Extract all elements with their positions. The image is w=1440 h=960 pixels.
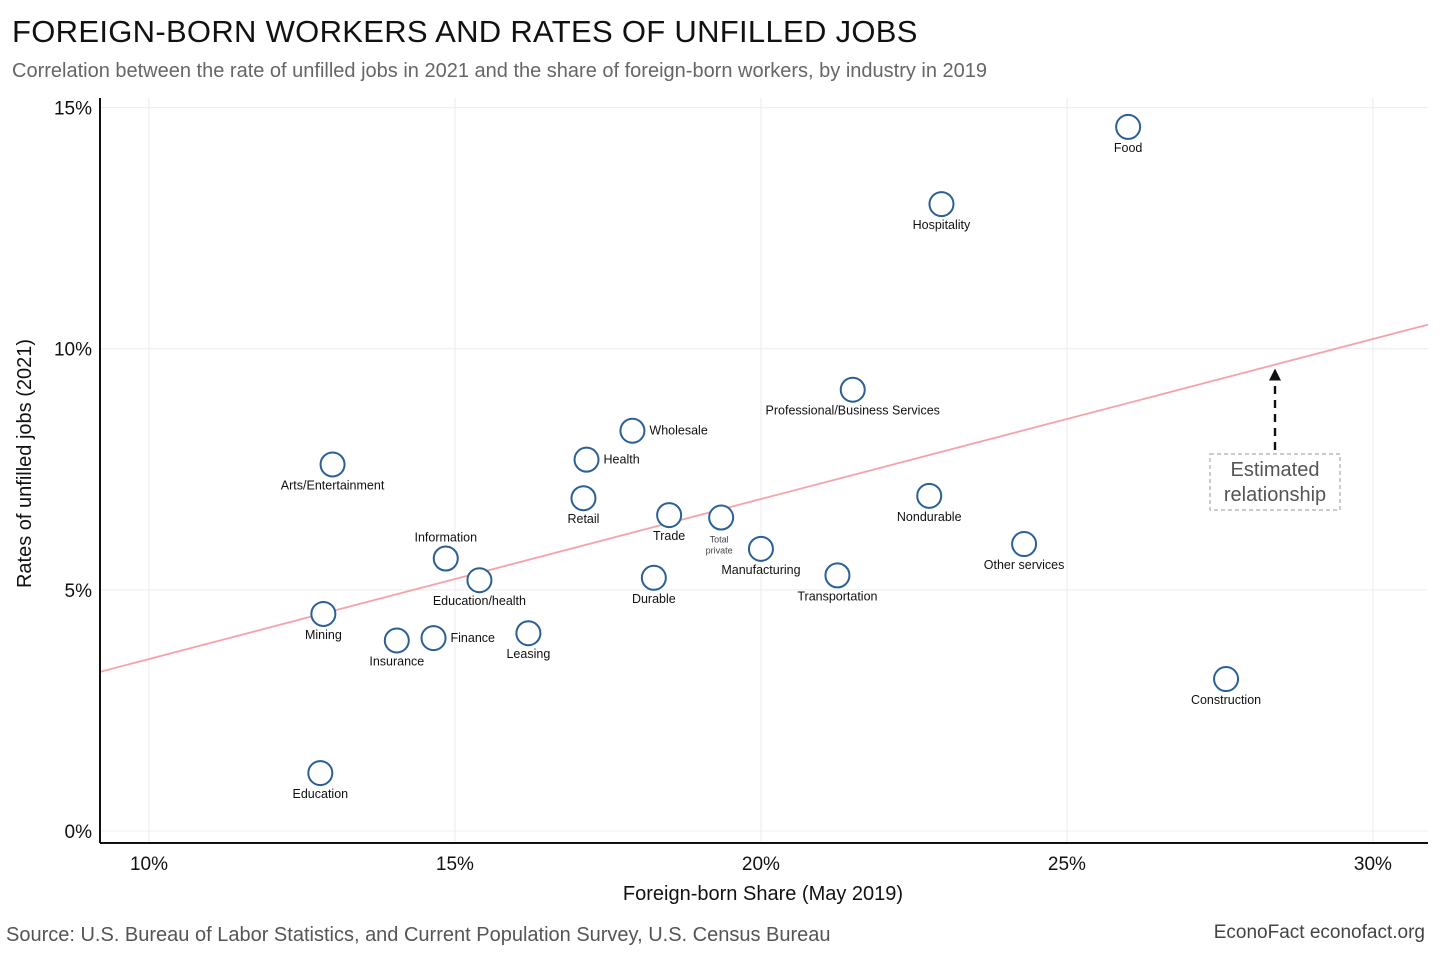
data-point	[307, 760, 334, 787]
data-point	[383, 627, 410, 654]
data-point	[319, 451, 346, 478]
axes: 10% 15% 20% 25% 30% 0% 5% 10% 15% Foreign-born Sh…	[14, 98, 1428, 905]
x-tick-label: 10%	[130, 854, 168, 875]
data-point	[824, 562, 851, 589]
chart-subtitle: Correlation between the rate of unfilled…	[12, 60, 988, 82]
x-tick-label: 15%	[436, 854, 474, 875]
data-point	[432, 545, 459, 572]
data-points: Food Hospitality Professional/Business Ser…	[281, 113, 1261, 801]
annotation-arrow-head	[1269, 368, 1282, 381]
point-label: Other services	[984, 558, 1065, 572]
point-label: Total private	[706, 535, 733, 556]
estimated-relationship-annotation: Estimated relationship	[1209, 368, 1341, 511]
data-point	[420, 625, 447, 652]
point-label: Finance	[451, 631, 496, 645]
grid-lines	[100, 98, 1428, 843]
point-label: Leasing	[506, 647, 550, 661]
point-label: Transportation	[797, 589, 877, 603]
point-label: Food	[1114, 141, 1143, 155]
x-tick-label: 30%	[1354, 854, 1392, 875]
data-point	[928, 191, 955, 218]
annotation-text: Estimated	[1231, 459, 1320, 481]
data-point	[466, 567, 493, 594]
credit-note: EconoFact econofact.org	[1213, 922, 1425, 943]
point-label: Information	[415, 531, 478, 545]
x-tick-label: 25%	[1048, 854, 1086, 875]
x-tick-label: 20%	[742, 854, 780, 875]
y-axis-title: Rates of unfilled jobs (2021)	[14, 339, 36, 588]
data-point	[916, 482, 943, 509]
point-label: Trade	[653, 529, 685, 543]
chart-title: FOREIGN-BORN WORKERS AND RATES OF UNFILL…	[12, 14, 918, 49]
annotation-text: relationship	[1224, 484, 1326, 506]
point-label: Hospitality	[913, 218, 971, 232]
point-label: Health	[604, 453, 640, 467]
point-label: Education	[293, 787, 349, 801]
y-tick-label: 0%	[65, 822, 93, 843]
data-point	[570, 485, 597, 512]
data-point	[1011, 531, 1038, 558]
data-point	[619, 417, 646, 444]
data-point	[573, 446, 600, 473]
point-label: Retail	[567, 512, 599, 526]
point-label: Construction	[1191, 693, 1261, 707]
data-point	[747, 535, 774, 562]
point-label: Nondurable	[897, 510, 962, 524]
source-note: Source: U.S. Bureau of Labor Statistics,…	[6, 924, 831, 946]
point-label: Insurance	[369, 654, 424, 668]
point-label: Arts/Entertainment	[281, 478, 385, 492]
point-label-line: private	[706, 546, 733, 556]
y-tick-label: 5%	[65, 581, 93, 602]
point-label: Professional/Business Services	[766, 404, 940, 418]
data-point	[515, 620, 542, 647]
data-point	[708, 504, 735, 531]
data-point	[640, 564, 667, 591]
point-label: Durable	[632, 592, 676, 606]
data-point	[656, 502, 683, 529]
data-point	[1115, 113, 1142, 140]
data-point	[839, 376, 866, 403]
annotation-box	[1209, 453, 1341, 511]
point-label: Wholesale	[649, 424, 707, 438]
data-point	[1213, 666, 1240, 693]
y-tick-label: 15%	[54, 99, 92, 120]
point-label: Manufacturing	[721, 563, 800, 577]
point-label: Education/health	[433, 594, 526, 608]
point-label-line: Total	[710, 535, 729, 545]
point-label: Mining	[305, 628, 342, 642]
y-tick-label: 10%	[54, 340, 92, 361]
data-point	[310, 600, 337, 627]
x-axis-title: Foreign-born Share (May 2019)	[623, 883, 903, 905]
